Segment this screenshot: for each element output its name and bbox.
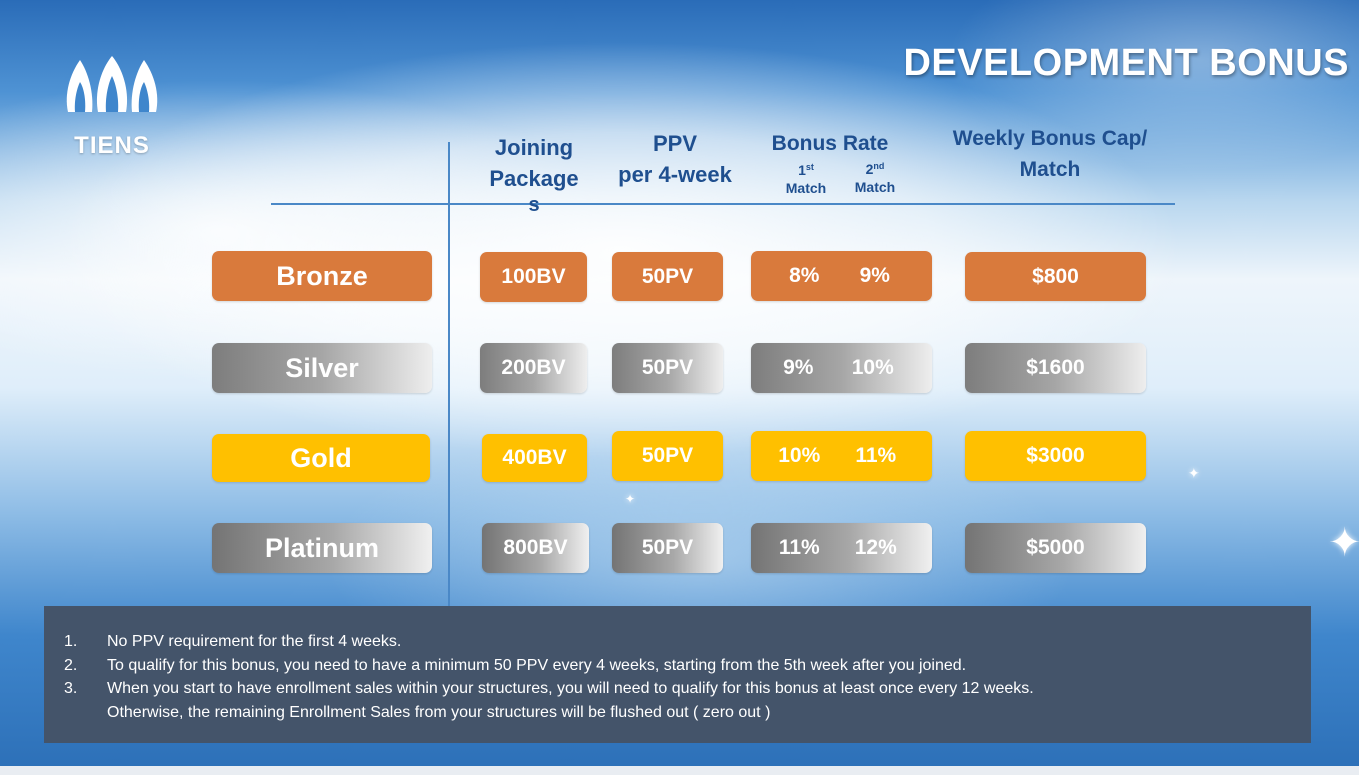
rate-platinum: 11% 12% bbox=[751, 523, 932, 573]
rate-first-match: 9% bbox=[783, 356, 814, 379]
rate-silver: 9% 10% bbox=[751, 343, 932, 393]
header-joining-packages: Joining Package s bbox=[489, 135, 579, 216]
tiens-logo: TIENS bbox=[62, 54, 162, 164]
package-gold: 400BV bbox=[482, 434, 587, 482]
bottom-strip bbox=[0, 766, 1359, 775]
note-number: 3. bbox=[64, 680, 78, 697]
ppv-silver: 50PV bbox=[612, 343, 723, 393]
tier-platinum: Platinum bbox=[212, 523, 432, 573]
note-text: No PPV requirement for the first 4 weeks… bbox=[107, 633, 402, 650]
rate-second-match: 11% bbox=[855, 444, 897, 467]
cap-gold: $3000 bbox=[965, 431, 1146, 481]
package-bronze: 100BV bbox=[480, 252, 587, 302]
ppv-platinum: 50PV bbox=[612, 523, 723, 573]
sparkle-icon: ✦ bbox=[625, 492, 636, 506]
sparkle-icon: ✦ bbox=[1328, 521, 1359, 565]
header-divider-line bbox=[271, 203, 1175, 205]
note-text: To qualify for this bonus, you need to h… bbox=[107, 656, 967, 674]
rate-second-match: 9% bbox=[859, 264, 890, 287]
note-number: 2. bbox=[64, 656, 78, 674]
note-item: 3. When you start to have enrollment sal… bbox=[64, 677, 1287, 724]
notes-list: 1. No PPV requirement for the first 4 we… bbox=[64, 630, 1287, 724]
rate-first-match: 8% bbox=[789, 264, 820, 287]
note-item: 1. No PPV requirement for the first 4 we… bbox=[64, 630, 1287, 654]
note-number: 1. bbox=[64, 633, 78, 650]
cap-silver: $1600 bbox=[965, 343, 1146, 393]
rate-gold: 10% 11% bbox=[751, 431, 932, 481]
header-ppv: PPV per 4-week bbox=[618, 131, 732, 187]
tiens-logo-icon bbox=[66, 56, 158, 112]
rate-first-match: 10% bbox=[778, 444, 821, 467]
rate-second-match: 12% bbox=[854, 536, 897, 559]
rate-second-match: 10% bbox=[851, 356, 894, 379]
note-item: 2. To qualify for this bonus, you need t… bbox=[64, 654, 1287, 678]
package-silver: 200BV bbox=[480, 343, 587, 393]
tier-gold: Gold bbox=[212, 434, 430, 482]
brand-name: TIENS bbox=[74, 132, 150, 159]
tier-silver: Silver bbox=[212, 343, 432, 393]
notes-panel: 1. No PPV requirement for the first 4 we… bbox=[44, 606, 1311, 743]
ppv-bronze: 50PV bbox=[612, 252, 723, 301]
header-weekly-cap: Weekly Bonus Cap/ Match bbox=[952, 127, 1148, 181]
header-first-match: 1st Match bbox=[785, 162, 827, 196]
package-platinum: 800BV bbox=[482, 523, 589, 573]
sparkle-icon: ✦ bbox=[1188, 465, 1200, 481]
rate-first-match: 11% bbox=[778, 536, 820, 559]
rate-bronze: 8% 9% bbox=[751, 251, 932, 301]
cap-bronze: $800 bbox=[965, 252, 1146, 301]
header-second-match: 2nd Match bbox=[854, 161, 896, 195]
tier-divider-line bbox=[448, 142, 450, 606]
tier-bronze: Bronze bbox=[212, 251, 432, 301]
ppv-gold: 50PV bbox=[612, 431, 723, 481]
header-bonus-rate: Bonus Rate bbox=[771, 132, 889, 155]
page-title: DEVELOPMENT BONUS bbox=[903, 42, 1349, 84]
cap-platinum: $5000 bbox=[965, 523, 1146, 573]
note-text: When you start to have enrollment sales … bbox=[107, 680, 1034, 721]
